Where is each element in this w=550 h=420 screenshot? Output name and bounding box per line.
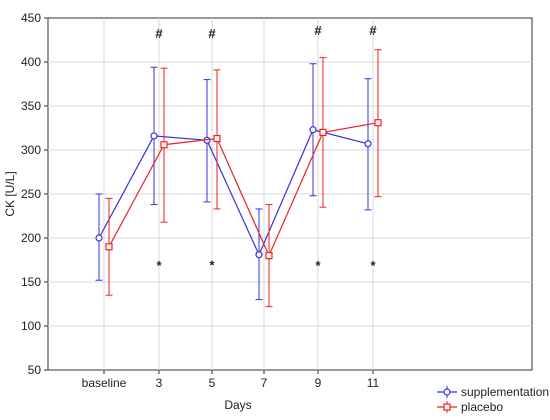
data-point (309, 126, 317, 134)
x-tick-label: 3 (156, 376, 163, 390)
x-tick-label: 7 (261, 376, 268, 390)
significance-star: * (209, 257, 215, 272)
y-tick-label: 400 (21, 55, 41, 69)
x-tick-label: 9 (315, 376, 322, 390)
y-axis-title: CK [U/L] (3, 171, 17, 216)
significance-hash: # (314, 23, 322, 38)
series-line (108, 122, 379, 258)
significance-star: * (370, 258, 376, 273)
data-point (213, 134, 221, 143)
data-point (255, 251, 263, 259)
series-supplementation (95, 63, 372, 301)
legend-label: supplementation (461, 385, 549, 399)
y-tick-label: 300 (21, 143, 41, 157)
y-tick-label: 50 (28, 363, 42, 377)
x-tick-label: baseline (82, 376, 127, 390)
significance-hash: # (155, 26, 163, 41)
y-tick-label: 200 (21, 231, 41, 245)
data-point (95, 234, 103, 242)
y-tick-label: 450 (21, 11, 41, 25)
data-point (374, 119, 382, 127)
annotations-layer: # # # # * * * * (155, 23, 377, 273)
gridlines (48, 18, 532, 370)
significance-hash: # (208, 26, 216, 41)
data-point (150, 132, 158, 140)
x-tick-label: 11 (367, 376, 380, 390)
legend-marker (443, 403, 451, 411)
series-placebo (105, 49, 382, 308)
data-point (319, 128, 327, 136)
significance-hash: # (369, 23, 377, 38)
y-tick-label: 350 (21, 99, 41, 113)
x-axis-title: Days (224, 398, 251, 412)
data-point (364, 140, 372, 148)
data-point (160, 141, 168, 149)
series-layer (95, 49, 382, 308)
x-tick-label: 5 (209, 376, 216, 390)
significance-star: * (315, 258, 321, 273)
axis-ticks: 50 100 150 200 250 300 350 400 450 baseline 3 5 7 9 11 (21, 11, 380, 390)
significance-star: * (156, 258, 162, 273)
data-point (105, 243, 113, 251)
y-tick-label: 100 (21, 319, 41, 333)
legend-label: placebo (461, 400, 503, 414)
data-point (265, 252, 273, 260)
y-tick-label: 150 (21, 275, 41, 289)
legend-marker (443, 388, 451, 396)
y-tick-label: 250 (21, 187, 41, 201)
